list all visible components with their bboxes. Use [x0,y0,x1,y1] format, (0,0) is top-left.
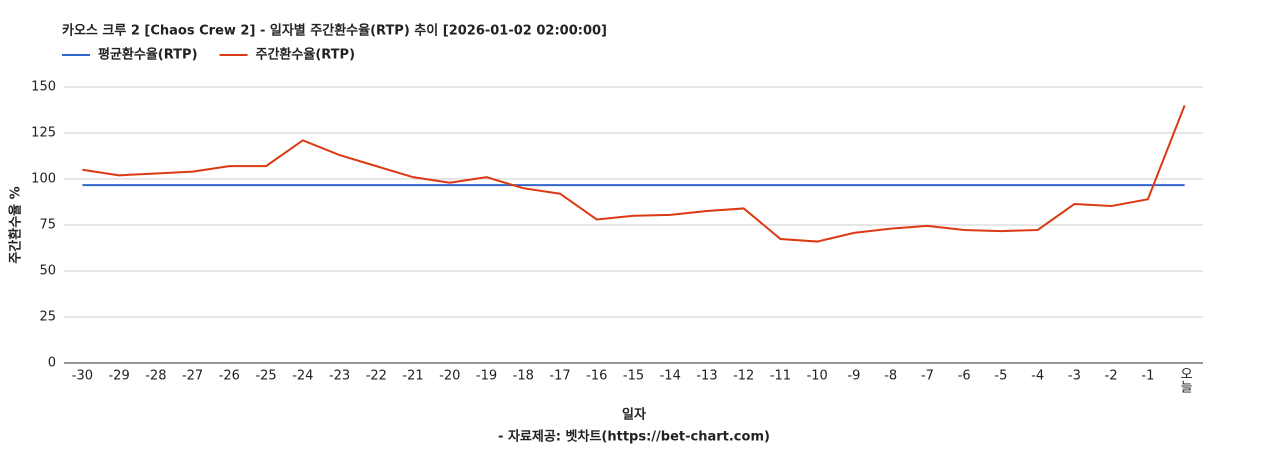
x-tick-label: -28 [145,369,166,384]
chart-title: 카오스 크루 2 [Chaos Crew 2] - 일자별 주간환수율(RTP)… [62,23,607,39]
x-tick-label: -13 [696,369,717,384]
x-tick-label: -27 [182,369,203,384]
x-axis-title: 일자 [622,408,646,423]
x-tick-label: -14 [660,369,681,384]
x-tick-label: -20 [439,369,460,384]
legend-label: 평균환수율(RTP) [98,47,198,63]
x-tick-label: -15 [623,369,644,384]
x-tick-label: -17 [549,369,570,384]
x-tick-label: -2 [1105,369,1118,384]
y-tick-label: 100 [31,172,56,187]
x-tick-label: -9 [847,369,860,384]
x-tick-label: -22 [366,369,387,384]
x-tick-label: -8 [884,369,897,384]
y-tick-label: 0 [48,356,56,371]
x-tick-label: -23 [329,369,350,384]
x-tick-label: -4 [1031,369,1044,384]
x-tick-label: -30 [72,369,93,384]
y-tick-label: 50 [39,264,56,279]
x-tick-label: -7 [921,369,934,384]
series-line [82,105,1186,243]
x-tick-label: -26 [219,369,240,384]
x-tick-label: -6 [958,369,971,384]
x-tick-label: -1 [1141,369,1154,384]
y-tick-label: 25 [39,310,56,325]
x-tick-label: -18 [513,369,534,384]
x-tick-label: -24 [292,369,313,384]
x-tick-label: 오늘 [1177,367,1192,393]
y-tick-label: 75 [39,218,56,233]
y-tick-label: 125 [31,126,56,141]
legend-label: 주간환수율(RTP) [256,47,356,63]
x-tick-label: -3 [1068,369,1081,384]
x-tick-label: -5 [994,369,1007,384]
x-tick-label: -21 [402,369,423,384]
y-axis-title: 주간환수율 % [8,186,24,263]
caption: - 자료제공: 벳차트(https://bet-chart.com) [498,429,770,445]
x-tick-label: -12 [733,369,754,384]
x-tick-label: -29 [108,369,129,384]
y-tick-label: 150 [31,80,56,95]
x-tick-label: -25 [255,369,276,384]
x-tick-label: -10 [807,369,828,384]
x-tick-label: -19 [476,369,497,384]
x-tick-label: -11 [770,369,791,384]
x-tick-label: -16 [586,369,607,384]
